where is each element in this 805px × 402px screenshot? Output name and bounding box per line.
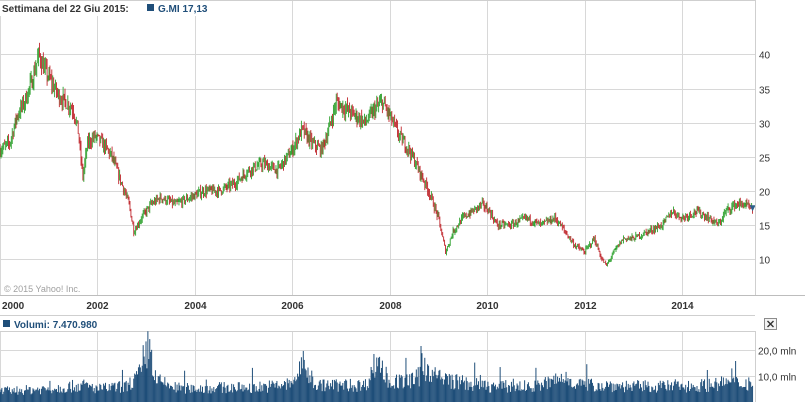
price-x-tick-label: 2004 bbox=[184, 301, 207, 312]
price-x-tick-label: 2002 bbox=[86, 301, 109, 312]
period-label: Settimana del 22 Giu 2015: bbox=[2, 4, 129, 15]
price-x-tick-label: 2006 bbox=[281, 301, 304, 312]
volume-close-button[interactable] bbox=[764, 318, 777, 330]
ticker-legend: G.MI 17,13 bbox=[158, 4, 208, 15]
price-y-tick-label: 20 bbox=[759, 188, 771, 199]
last-price-marker bbox=[749, 205, 756, 212]
price-x-tick-label: 2014 bbox=[671, 301, 694, 312]
volume-y-tick-label: 10,0 mln bbox=[758, 373, 796, 384]
volume-legend-swatch bbox=[3, 320, 10, 327]
volume-legend: Volumi: 7.470.980 bbox=[14, 320, 98, 331]
copyright-notice: © 2015 Yahoo! Inc. bbox=[4, 284, 80, 294]
header-background bbox=[0, 1, 250, 16]
price-x-tick-label: 2012 bbox=[574, 301, 597, 312]
price-x-tick-label: 2008 bbox=[379, 301, 402, 312]
price-x-tick-label: 2000 bbox=[2, 301, 25, 312]
close-icon bbox=[767, 320, 774, 328]
volume-y-tick-label: 20,0 mln bbox=[758, 347, 796, 358]
price-y-tick-label: 10 bbox=[759, 256, 771, 267]
price-y-tick-labels: 10 15 20 25 30 35 40 bbox=[759, 51, 771, 267]
price-y-tick-label: 15 bbox=[759, 222, 771, 233]
price-candles bbox=[0, 42, 756, 267]
volume-y-tick-labels: 10,0 mln 20,0 mln bbox=[758, 347, 796, 384]
volume-bars bbox=[0, 331, 754, 402]
price-y-tick-label: 25 bbox=[759, 154, 771, 165]
price-x-tick-label: 2010 bbox=[476, 301, 499, 312]
price-y-tick-label: 35 bbox=[759, 86, 771, 97]
ticker-legend-swatch bbox=[147, 4, 154, 11]
volume-panel: Volumi: 7.470.980 10,0 mln 20,0 mln bbox=[0, 315, 796, 402]
price-y-tick-label: 40 bbox=[759, 51, 771, 62]
price-y-tick-label: 30 bbox=[759, 120, 771, 131]
price-x-tick-labels: 2000 2002 2004 2006 2008 2010 2012 2014 bbox=[2, 301, 694, 312]
